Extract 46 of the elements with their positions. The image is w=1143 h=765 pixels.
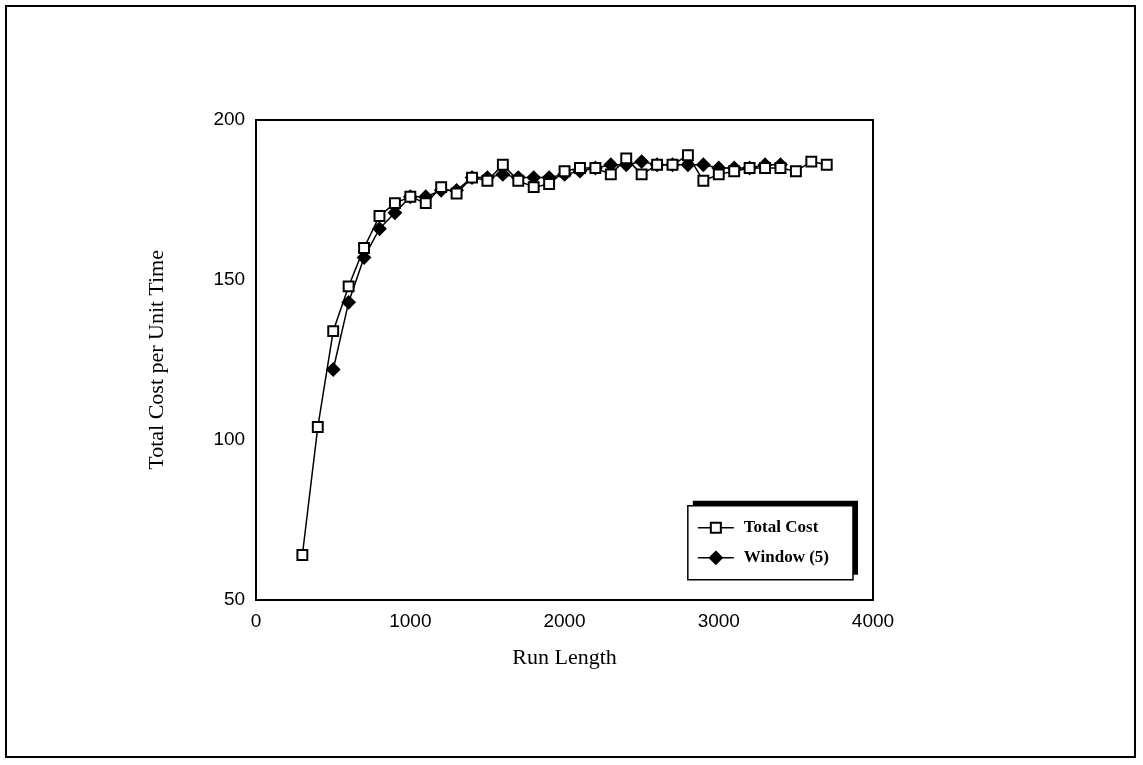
legend-label: Window (5)	[743, 547, 830, 567]
point	[372, 221, 387, 236]
point	[574, 162, 586, 174]
point	[388, 197, 401, 210]
point	[358, 242, 371, 254]
point	[789, 165, 802, 178]
point	[450, 187, 463, 200]
point	[696, 157, 711, 172]
point	[342, 280, 355, 293]
y-axis-title: Total Cost per Unit Time	[142, 250, 168, 470]
y-tick-label: 100	[213, 428, 246, 450]
point	[759, 162, 771, 174]
point	[634, 154, 649, 169]
x-axis-title: Run Length	[512, 643, 617, 669]
point	[311, 421, 324, 434]
point	[712, 168, 725, 181]
point	[341, 295, 356, 310]
point	[527, 181, 540, 194]
x-tick-label: 1000	[389, 610, 432, 632]
point	[326, 362, 341, 377]
point	[543, 178, 556, 190]
point	[481, 174, 494, 187]
point	[820, 158, 833, 171]
x-tick-label: 2000	[543, 610, 586, 632]
point	[512, 174, 525, 187]
point	[435, 181, 448, 194]
point	[635, 168, 648, 181]
point	[728, 165, 741, 178]
y-tick-label: 150	[213, 268, 246, 290]
point	[296, 549, 309, 561]
point	[774, 162, 787, 174]
point	[681, 149, 694, 162]
point	[327, 325, 340, 338]
x-tick-label: 4000	[851, 610, 895, 632]
point	[604, 168, 617, 181]
point	[373, 210, 386, 222]
point	[496, 158, 509, 171]
point	[805, 155, 818, 168]
x-tick-label: 0	[250, 610, 262, 632]
y-tick-label: 200	[213, 108, 246, 130]
point	[558, 165, 571, 178]
x-tick-label: 3000	[697, 610, 740, 632]
legend-label: Total Cost	[743, 517, 819, 537]
y-tick-label: 50	[223, 588, 246, 610]
point	[697, 174, 710, 187]
point	[419, 197, 432, 210]
